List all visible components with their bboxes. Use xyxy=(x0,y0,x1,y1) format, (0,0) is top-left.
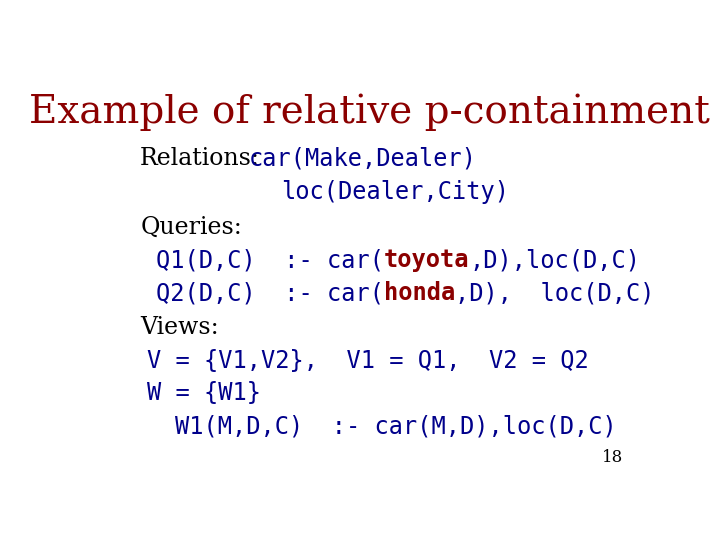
Text: Example of relative p-containment: Example of relative p-containment xyxy=(29,94,709,131)
Text: Queries:: Queries: xyxy=(140,215,242,239)
Text: W = {W1}: W = {W1} xyxy=(148,381,261,406)
Text: ,D),  loc(D,C): ,D), loc(D,C) xyxy=(455,281,654,306)
Text: Views:: Views: xyxy=(140,316,219,339)
Text: 18: 18 xyxy=(602,449,623,466)
Text: Q2(D,C)  :- car(: Q2(D,C) :- car( xyxy=(156,281,384,306)
Text: car(Make,Dealer): car(Make,Dealer) xyxy=(249,146,477,170)
Text: toyota: toyota xyxy=(384,248,469,272)
Text: ,D),loc(D,C): ,D),loc(D,C) xyxy=(469,248,640,272)
Text: Q1(D,C)  :- car(: Q1(D,C) :- car( xyxy=(156,248,384,272)
Text: V = {V1,V2},  V1 = Q1,  V2 = Q2: V = {V1,V2}, V1 = Q1, V2 = Q2 xyxy=(148,349,589,373)
Text: honda: honda xyxy=(384,281,455,306)
Text: W1(M,D,C)  :- car(M,D),loc(D,C): W1(M,D,C) :- car(M,D),loc(D,C) xyxy=(175,415,616,438)
Text: Relations:: Relations: xyxy=(140,147,260,170)
Text: loc(Dealer,City): loc(Dealer,City) xyxy=(281,180,509,204)
